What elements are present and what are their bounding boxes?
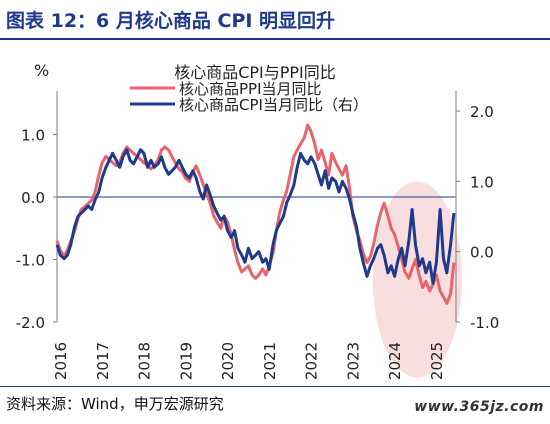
left-tick-label: -2.0 bbox=[16, 314, 45, 332]
figure-header: 图表 12：6 月核心商品 CPI 明显回升 bbox=[0, 0, 550, 40]
axes-group bbox=[56, 91, 457, 322]
left-tick-label: 1.0 bbox=[21, 127, 45, 145]
right-tick-label: 2.0 bbox=[470, 103, 494, 121]
left-axis-unit: % bbox=[34, 61, 49, 80]
title-underline bbox=[0, 38, 550, 40]
x-tick-label: 2025 bbox=[428, 342, 446, 380]
x-tick-label: 2021 bbox=[261, 342, 279, 380]
left-tick-label: -1.0 bbox=[16, 252, 45, 270]
legend-label-cpi: 核心商品CPI当月同比（右） bbox=[179, 96, 368, 114]
legend: 核心商品PPI当月同比 核心商品CPI当月同比（右） bbox=[130, 80, 368, 114]
series-layer bbox=[55, 123, 456, 305]
footer-rule bbox=[0, 386, 550, 387]
chart-title: 核心商品CPI与PPI同比 bbox=[174, 63, 336, 82]
right-tick-label: 1.0 bbox=[470, 173, 494, 191]
x-tick-label: 2017 bbox=[94, 342, 112, 380]
right-tick-label: 0.0 bbox=[470, 244, 494, 262]
x-tick-label: 2019 bbox=[177, 342, 195, 380]
x-tick-label: 2023 bbox=[344, 342, 362, 380]
figure-title: 图表 12：6 月核心商品 CPI 明显回升 bbox=[6, 10, 336, 32]
line-chart: 1.00.0-1.0-2.0 2.01.00.0-1.0 2016 2017 201… bbox=[16, 61, 500, 380]
x-tick-label: 2020 bbox=[219, 342, 237, 380]
x-tick-label: 2016 bbox=[52, 342, 70, 380]
source-note: 资料来源：Wind，申万宏源研究 bbox=[6, 395, 224, 413]
series-line-ppi bbox=[55, 123, 456, 305]
x-tick-label: 2018 bbox=[136, 342, 154, 380]
legend-label-ppi: 核心商品PPI当月同比 bbox=[179, 80, 322, 98]
x-tick-label: 2024 bbox=[386, 342, 404, 380]
left-tick-labels: 1.0 0.0 -1.0 -2.0 bbox=[16, 127, 57, 332]
series-line-cpi bbox=[55, 148, 456, 285]
x-tick-labels: 2016 2017 2018 2019 2020 2021 2022 2023 2024 2025 bbox=[52, 342, 446, 380]
left-tick-label: 0.0 bbox=[21, 189, 45, 207]
right-tick-labels: 2.0 1.0 0.0 -1.0 bbox=[456, 103, 499, 332]
right-tick-label: -1.0 bbox=[470, 314, 499, 332]
x-tick-label: 2022 bbox=[303, 342, 321, 380]
watermark: www.365jz.com bbox=[414, 399, 544, 415]
